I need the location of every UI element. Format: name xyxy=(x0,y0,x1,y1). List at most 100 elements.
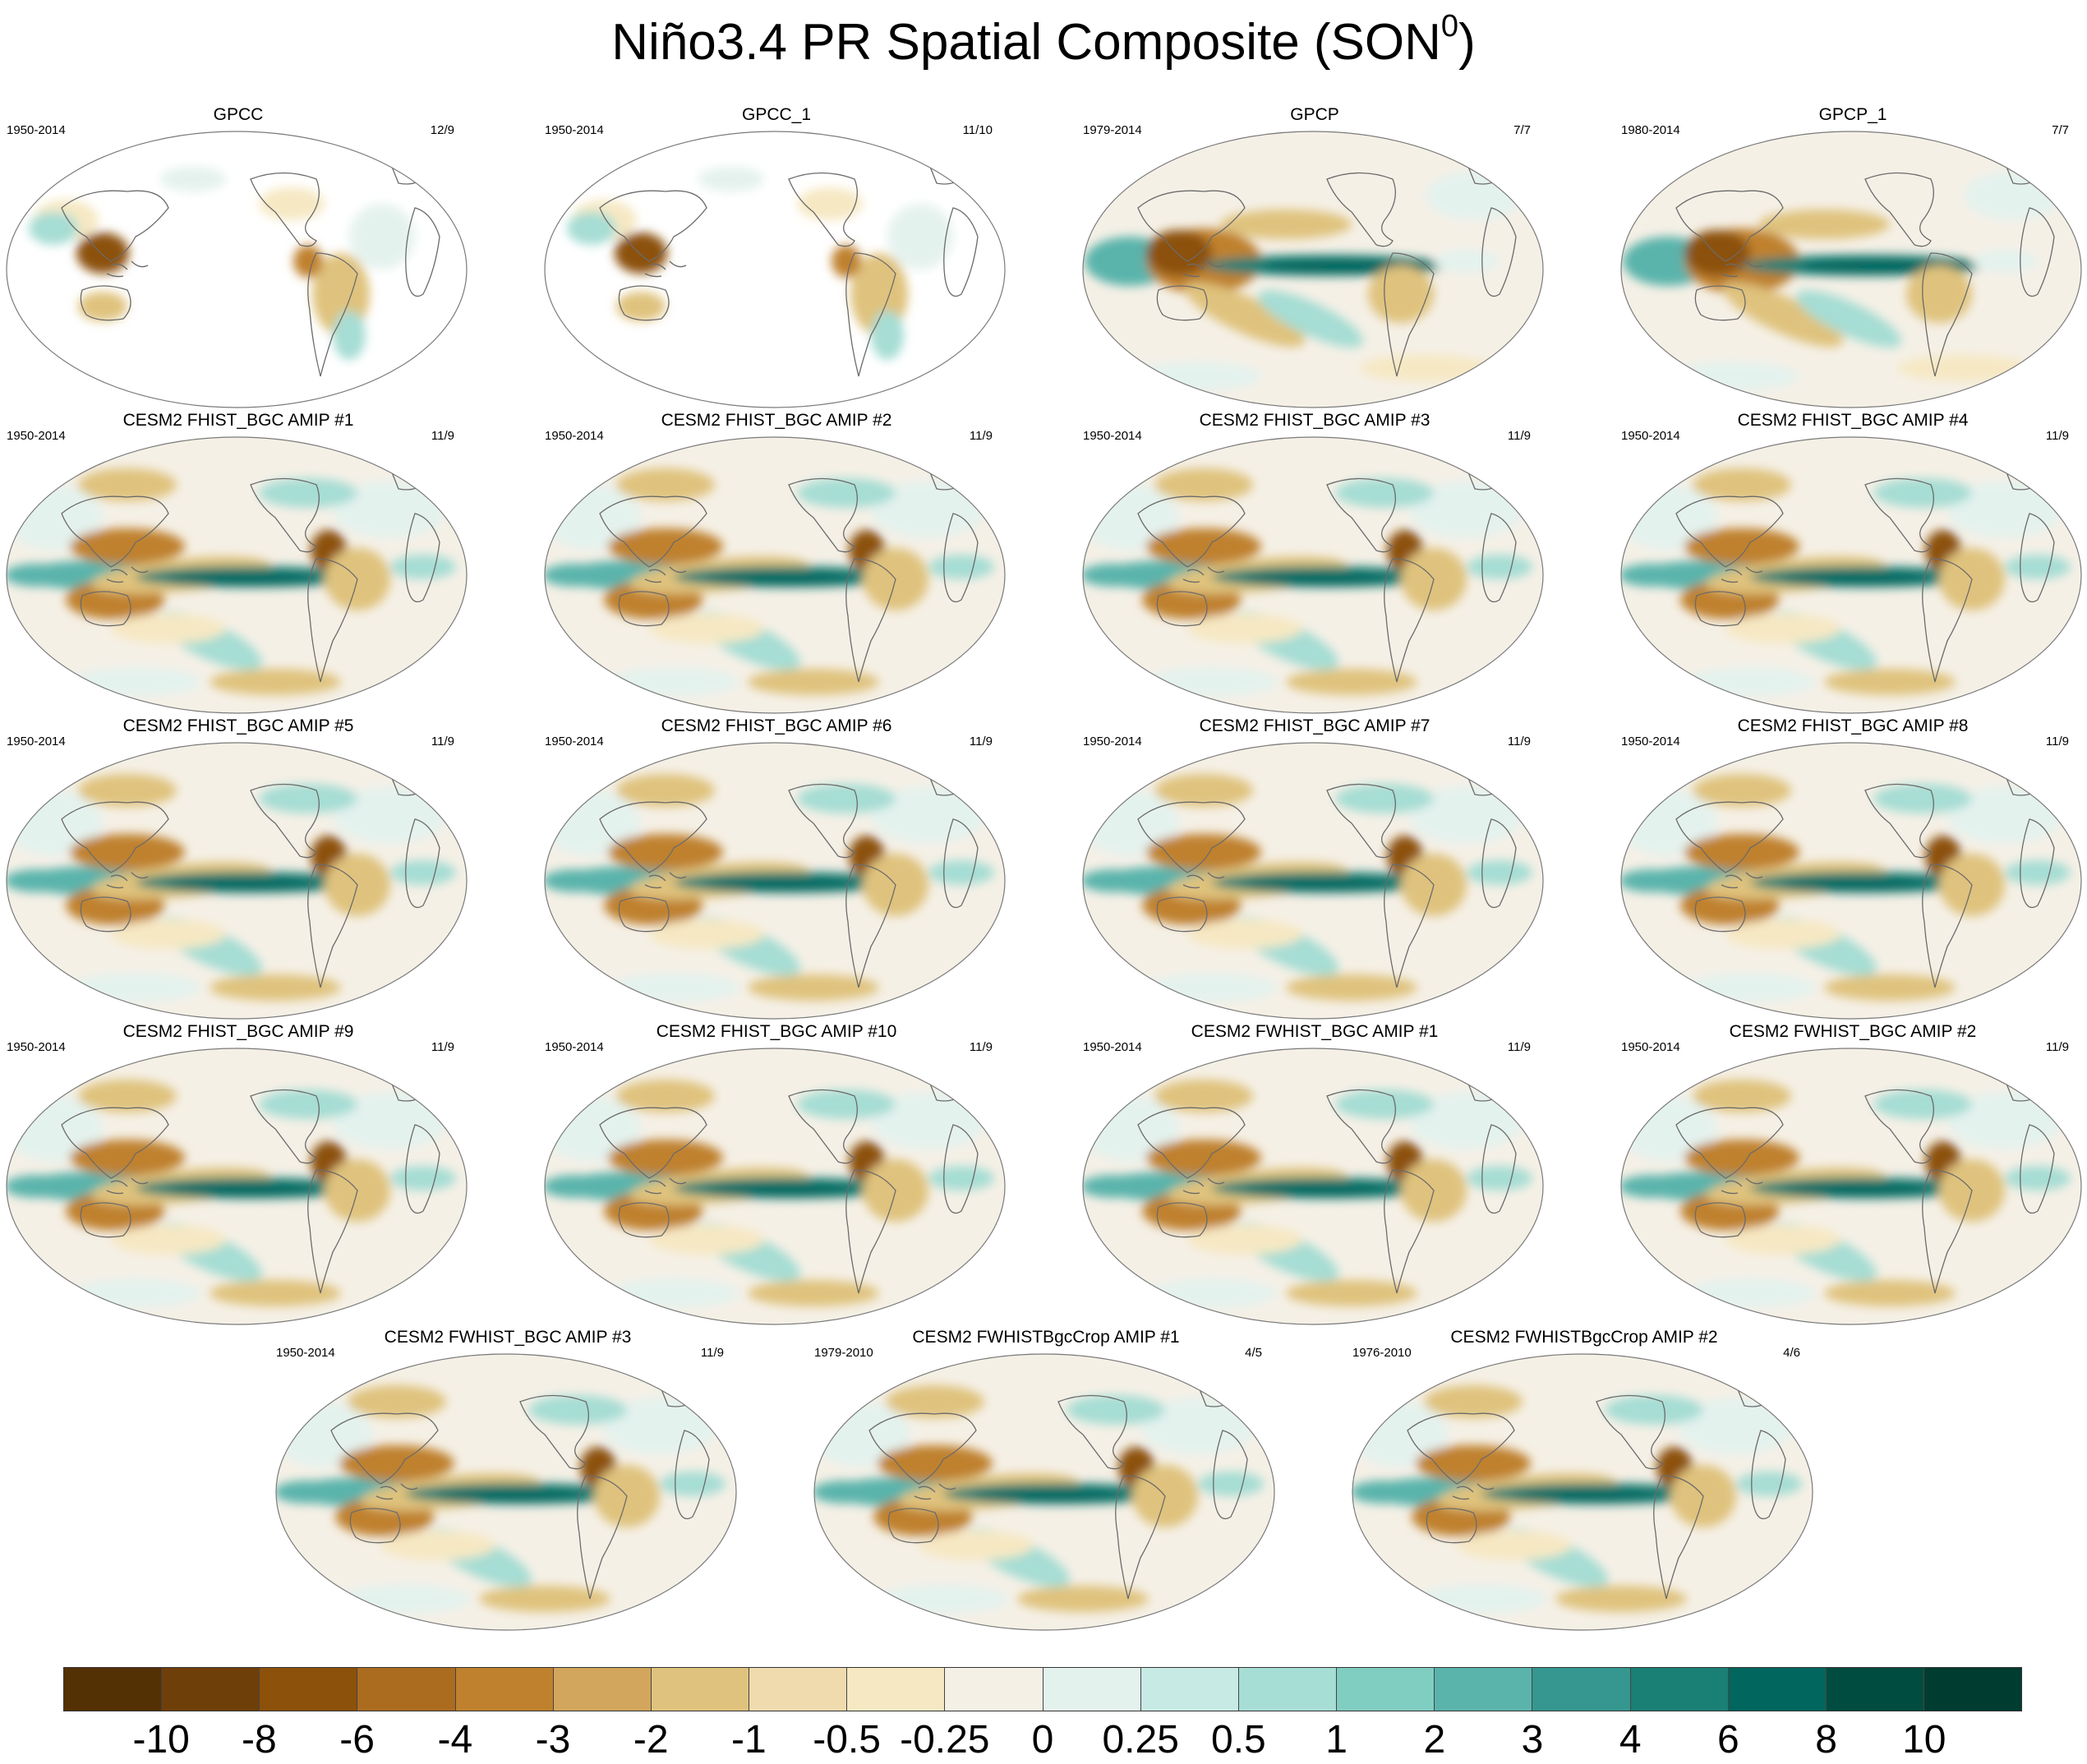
panel-title: CESM2 FWHIST_BGC AMIP #1 xyxy=(1191,1022,1439,1041)
robinson-map xyxy=(544,1048,1006,1325)
panel-period: 1950-2014 xyxy=(1083,429,1142,443)
colorbar-tick-label: 10 xyxy=(1902,1718,1946,1762)
map-panel: CESM2 FHIST_BGC AMIP #1 1950-2014 11/9 xyxy=(4,411,472,716)
colorbar-swatch xyxy=(1826,1668,1924,1711)
coastlines xyxy=(1675,771,2055,988)
panel-event-count: 4/6 xyxy=(1783,1346,1800,1360)
panel-title: CESM2 FHIST_BGC AMIP #8 xyxy=(1737,716,1969,735)
panel-event-count: 11/9 xyxy=(969,1040,993,1054)
panel-period: 1950-2014 xyxy=(545,1040,604,1054)
panel-period: 1950-2014 xyxy=(7,735,66,748)
panel-title: CESM2 FHIST_BGC AMIP #7 xyxy=(1199,716,1430,735)
map-panel: GPCC 1950-2014 12/9 xyxy=(4,105,472,411)
robinson-map xyxy=(1620,436,2082,714)
colorbar-swatch xyxy=(1923,1668,2022,1711)
panel-title: GPCP xyxy=(1290,105,1339,124)
robinson-map xyxy=(6,436,468,714)
panel-event-count: 11/9 xyxy=(1507,429,1531,443)
panel-title: CESM2 FHIST_BGC AMIP #5 xyxy=(122,716,354,735)
map-panel: CESM2 FWHISTBgcCrop AMIP #2 1976-2010 4/6 xyxy=(1350,1328,1818,1633)
map-panel: GPCP 1979-2014 7/7 xyxy=(1080,105,1549,411)
robinson-map xyxy=(1352,1353,1813,1631)
colorbar-swatch xyxy=(162,1668,260,1711)
colorbar-tick-label: 3 xyxy=(1521,1718,1544,1762)
map-panel: CESM2 FHIST_BGC AMIP #9 1950-2014 11/9 xyxy=(4,1022,472,1328)
panel-period: 1950-2014 xyxy=(7,429,66,443)
colorbar-tick-label: -0.25 xyxy=(900,1718,990,1762)
colorbar-swatch xyxy=(749,1668,848,1711)
map-panel: CESM2 FWHIST_BGC AMIP #1 1950-2014 11/9 xyxy=(1080,1022,1549,1328)
colorbar-tick-label: 2 xyxy=(1423,1718,1446,1762)
coastlines xyxy=(1675,465,2055,683)
map-panel: CESM2 FWHIST_BGC AMIP #2 1950-2014 11/9 xyxy=(1619,1022,2087,1328)
panel-period: 1976-2010 xyxy=(1352,1346,1412,1360)
coastlines xyxy=(1137,771,1517,988)
panel-event-count: 11/9 xyxy=(1507,1040,1531,1054)
panel-event-count: 11/9 xyxy=(1507,735,1531,748)
panel-event-count: 11/10 xyxy=(962,123,993,137)
panel-period: 1950-2014 xyxy=(1621,1040,1680,1054)
robinson-map xyxy=(1082,742,1544,1020)
colorbar-swatch xyxy=(1435,1668,1533,1711)
panel-period: 1950-2014 xyxy=(545,123,604,137)
map-panel: CESM2 FHIST_BGC AMIP #2 1950-2014 11/9 xyxy=(542,411,1011,716)
robinson-map xyxy=(275,1353,737,1631)
robinson-map xyxy=(6,131,468,408)
colorbar-swatch xyxy=(1728,1668,1827,1711)
map-panel: CESM2 FHIST_BGC AMIP #10 1950-2014 11/9 xyxy=(542,1022,1011,1328)
map-panel: CESM2 FWHISTBgcCrop AMIP #1 1979-2010 4/5 xyxy=(812,1328,1280,1633)
panel-event-count: 11/9 xyxy=(2045,735,2069,748)
colorbar-swatch xyxy=(1043,1668,1141,1711)
colorbar-swatch xyxy=(553,1668,652,1711)
coastlines xyxy=(1137,465,1517,683)
colorbar-tick-label: 4 xyxy=(1619,1718,1642,1762)
panel-title: CESM2 FWHISTBgcCrop AMIP #1 xyxy=(912,1328,1180,1347)
colorbar-swatch xyxy=(651,1668,750,1711)
panel-event-count: 11/9 xyxy=(2045,1040,2069,1054)
panel-period: 1950-2014 xyxy=(1083,735,1142,748)
panel-event-count: 11/9 xyxy=(431,735,454,748)
panel-title: CESM2 FHIST_BGC AMIP #3 xyxy=(1199,411,1430,430)
map-panel: GPCC_1 1950-2014 11/10 xyxy=(542,105,1011,411)
colorbar-swatch xyxy=(1140,1668,1239,1711)
panel-title: GPCC xyxy=(213,105,264,124)
panel-title: GPCP_1 xyxy=(1818,105,1887,124)
figure-title: Niño3.4 PR Spatial Composite (SON0) xyxy=(0,10,2087,76)
panel-period: 1950-2014 xyxy=(545,735,604,748)
panel-period: 1950-2014 xyxy=(276,1346,335,1360)
map-panel: CESM2 FHIST_BGC AMIP #5 1950-2014 11/9 xyxy=(4,716,472,1022)
colorbar-swatch xyxy=(1238,1668,1338,1711)
panel-event-count: 12/9 xyxy=(430,123,454,137)
colorbar-swatch xyxy=(357,1668,456,1711)
title-superscript: 0 xyxy=(1440,9,1459,44)
panel-title: CESM2 FHIST_BGC AMIP #1 xyxy=(122,411,354,430)
panel-title: CESM2 FHIST_BGC AMIP #6 xyxy=(661,716,892,735)
map-panel: CESM2 FHIST_BGC AMIP #3 1950-2014 11/9 xyxy=(1080,411,1549,716)
colorbar-swatch xyxy=(945,1668,1044,1711)
panel-event-count: 7/7 xyxy=(2052,123,2069,137)
panel-period: 1950-2014 xyxy=(7,123,66,137)
colorbar-swatch xyxy=(64,1668,163,1711)
coastlines xyxy=(868,1382,1248,1600)
map-panel: CESM2 FHIST_BGC AMIP #4 1950-2014 11/9 xyxy=(1619,411,2087,716)
robinson-map xyxy=(1082,131,1544,408)
map-panel: CESM2 FHIST_BGC AMIP #6 1950-2014 11/9 xyxy=(542,716,1011,1022)
colorbar-tick-label: -3 xyxy=(535,1718,571,1762)
robinson-map xyxy=(1620,131,2082,408)
colorbar-tick-label: 0.5 xyxy=(1211,1718,1266,1762)
coastlines xyxy=(1137,159,1517,377)
panel-period: 1950-2014 xyxy=(1621,735,1680,748)
colorbar-tick-label: -8 xyxy=(242,1718,277,1762)
colorbar-swatch xyxy=(847,1668,946,1711)
map-panel: CESM2 FHIST_BGC AMIP #8 1950-2014 11/9 xyxy=(1619,716,2087,1022)
map-panel: CESM2 FWHIST_BGC AMIP #3 1950-2014 11/9 xyxy=(274,1328,742,1633)
panel-event-count: 11/9 xyxy=(431,1040,454,1054)
colorbar-tick-label: 0 xyxy=(1031,1718,1054,1762)
panel-title: GPCC_1 xyxy=(741,105,812,124)
panel-title: CESM2 FHIST_BGC AMIP #2 xyxy=(661,411,892,430)
robinson-map xyxy=(6,1048,468,1325)
colorbar-tick-label: -6 xyxy=(339,1718,375,1762)
panel-event-count: 11/9 xyxy=(2045,429,2069,443)
colorbar-tick-label: 0.25 xyxy=(1102,1718,1179,1762)
panel-title: CESM2 FHIST_BGC AMIP #10 xyxy=(656,1022,897,1041)
